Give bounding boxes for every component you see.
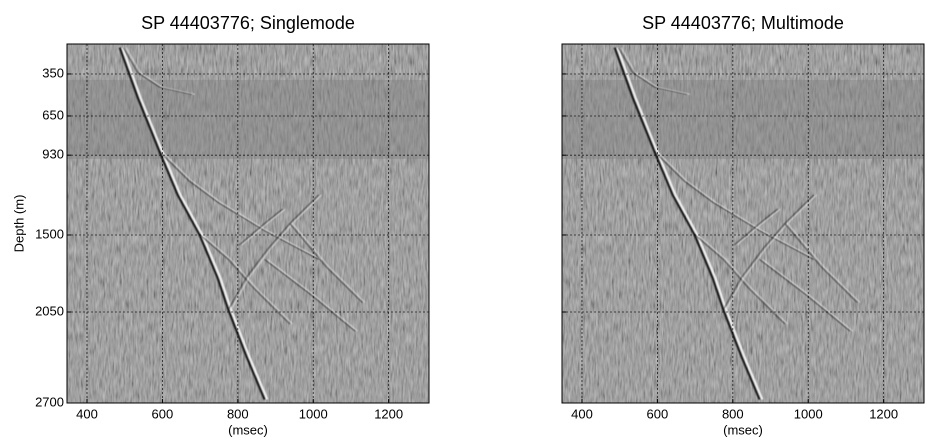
x-tick-label: 800: [227, 406, 249, 421]
x-axis-label: (msec): [723, 422, 763, 437]
quiet-zone: [67, 79, 429, 159]
plot-frame: [66, 43, 430, 404]
x-tick-label: 800: [722, 406, 744, 421]
wavefront-dark: [289, 223, 363, 303]
wavefront-light: [161, 151, 322, 260]
x-tick-label: 400: [571, 406, 593, 421]
chart-title: SP 44403776; Singlemode: [141, 13, 355, 33]
x-tick-label: 1000: [794, 406, 823, 421]
seismic-noise: [67, 44, 429, 403]
wavefront-light: [620, 47, 691, 95]
y-tick-label: 2700: [35, 394, 64, 409]
x-axis-label: (msec): [228, 422, 268, 437]
y-tick-label: 1500: [35, 226, 64, 241]
wavefront-dark: [784, 223, 858, 303]
wavefront-dark: [759, 258, 851, 332]
wavefront-dark: [654, 151, 815, 260]
wavefront-light: [736, 208, 781, 246]
wavefront-light: [696, 233, 788, 325]
seismic-noise: [562, 44, 924, 403]
y-tick-label: 930: [42, 147, 64, 162]
plot-frame: [561, 43, 925, 404]
wavefront-light: [761, 258, 854, 332]
x-tick-label: 400: [76, 406, 98, 421]
wavefront-dark: [617, 47, 688, 95]
panel: 400 600 800 1000 1200 350 650 930 1500 2050 2700 SP…: [11, 13, 430, 437]
y-tick-label: 650: [42, 107, 64, 122]
wavefront-dark: [227, 194, 320, 310]
y-axis-label: Depth (m): [11, 195, 26, 253]
quiet-zone: [562, 79, 924, 159]
wavefront-light: [241, 208, 286, 246]
wavefront-dark: [122, 47, 193, 95]
x-tick-label: 1200: [374, 406, 403, 421]
wavefront-light: [656, 151, 817, 260]
wavefront-light: [725, 194, 817, 310]
y-tick-label: 350: [42, 65, 64, 80]
x-tick-label: 1200: [869, 406, 898, 421]
x-tick-label: 600: [152, 406, 174, 421]
wavefront-light: [266, 258, 359, 332]
wavefront-dark: [693, 233, 786, 325]
x-tick-label: 1000: [299, 406, 328, 421]
wavefront-light: [125, 47, 196, 95]
wavefront-light: [201, 233, 293, 325]
wavefront-dark: [722, 194, 815, 310]
wavefront-light: [292, 223, 366, 303]
wavefront-light: [230, 194, 322, 310]
wavefront-dark: [198, 233, 291, 325]
wavefront-dark: [238, 208, 283, 246]
wavefront-dark: [264, 258, 356, 332]
wavefront-light: [787, 223, 861, 303]
chart-title: SP 44403776; Multimode: [642, 13, 844, 33]
panel: 400 600 800 1000 1200 SP 44403776; Multimode (…: [561, 13, 925, 437]
y-tick-label: 2050: [35, 303, 64, 318]
wavefront-dark: [733, 208, 778, 246]
x-tick-label: 600: [647, 406, 669, 421]
wavefront-dark: [159, 151, 320, 260]
